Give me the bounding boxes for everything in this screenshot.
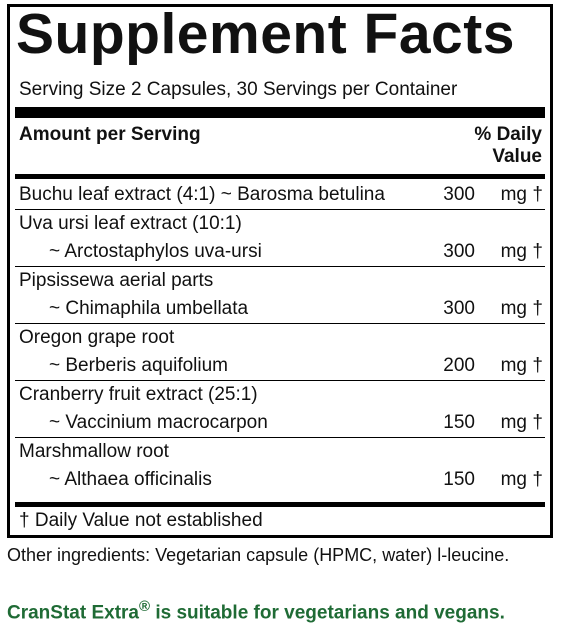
note-text: is suitable for vegetarians and vegans. xyxy=(150,602,505,624)
dv-mark: † xyxy=(532,241,543,262)
ingredient-name: Pipsissewa aerial parts xyxy=(19,270,214,291)
amount: 300 xyxy=(443,184,475,205)
header-amount: Amount per Serving xyxy=(19,124,201,145)
footnote: † Daily Value not established xyxy=(19,510,263,531)
divider xyxy=(15,502,545,507)
divider xyxy=(15,174,545,179)
amount: 150 xyxy=(443,469,475,490)
brand: CranStat Extra xyxy=(7,602,139,624)
ingredient-name: Buchu leaf extract (4:1) ~ Barosma betul… xyxy=(19,184,385,205)
unit: mg xyxy=(500,469,527,490)
ingredient-name: ~ Berberis aquifolium xyxy=(49,355,229,376)
ingredient-name: ~ Chimaphila umbellata xyxy=(49,298,249,319)
ingredient-row: Uva ursi leaf extract (10:1) ~ Arctostaph… xyxy=(15,210,545,267)
serving-info: Serving Size 2 Capsules, 30 Servings per… xyxy=(19,79,458,100)
ingredient-name: Cranberry fruit extract (25:1) xyxy=(19,384,258,405)
ingredient-row: Cranberry fruit extract (25:1) ~ Vacciniu… xyxy=(15,381,545,438)
ingredient-name: ~ Althaea officinalis xyxy=(49,469,212,490)
ingredient-rows: Buchu leaf extract (4:1) ~ Barosma betul… xyxy=(15,181,545,494)
ingredient-name: ~ Arctostaphylos uva-ursi xyxy=(49,241,262,262)
ingredient-row: Marshmallow root ~ Althaea officinalis 150… xyxy=(15,438,545,494)
ingredient-name: ~ Vaccinium macrocarpon xyxy=(49,412,268,433)
ingredient-row: Buchu leaf extract (4:1) ~ Barosma betul… xyxy=(15,181,545,210)
ingredient-row: Pipsissewa aerial parts ~ Chimaphila umbe… xyxy=(15,267,545,324)
unit: mg xyxy=(500,184,527,205)
dv-mark: † xyxy=(532,469,543,490)
vegetarian-note: CranStat Extra® is suitable for vegetari… xyxy=(7,598,505,624)
amount: 200 xyxy=(443,355,475,376)
ingredient-name: Marshmallow root xyxy=(19,441,169,462)
ingredient-name: Uva ursi leaf extract (10:1) xyxy=(19,213,242,234)
unit: mg xyxy=(500,298,527,319)
unit: mg xyxy=(500,241,527,262)
unit: mg xyxy=(500,355,527,376)
header-daily-value: % Daily Value xyxy=(474,124,542,167)
ingredient-name: Oregon grape root xyxy=(19,327,175,348)
amount: 150 xyxy=(443,412,475,433)
ingredient-row: Oregon grape root ~ Berberis aquifolium 20… xyxy=(15,324,545,381)
supplement-facts-panel: Supplement Facts Serving Size 2 Capsules… xyxy=(7,4,553,538)
other-ingredients: Other ingredients: Vegetarian capsule (H… xyxy=(7,545,510,565)
title: Supplement Facts xyxy=(16,4,515,66)
dv-mark: † xyxy=(532,355,543,376)
dv-mark: † xyxy=(532,298,543,319)
unit: mg xyxy=(500,412,527,433)
dv-mark: † xyxy=(532,184,543,205)
divider xyxy=(15,107,545,118)
dv-mark: † xyxy=(532,412,543,433)
amount: 300 xyxy=(443,298,475,319)
registered-mark: ® xyxy=(139,598,151,615)
amount: 300 xyxy=(443,241,475,262)
